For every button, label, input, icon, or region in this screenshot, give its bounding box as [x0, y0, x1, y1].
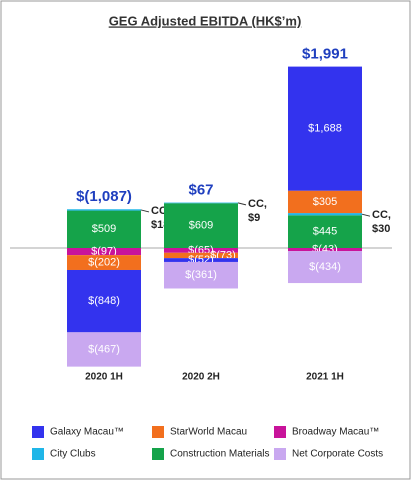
data-label: CC, $9	[248, 198, 267, 224]
data-label: $(361)	[185, 269, 217, 281]
legend-swatch	[32, 426, 44, 438]
bar-segment	[164, 252, 238, 259]
legend-swatch	[32, 448, 44, 460]
legend-label: Broadway Macau™	[292, 427, 379, 438]
bar-segment	[288, 215, 362, 248]
data-label: $509	[92, 223, 116, 235]
data-label: $(202)	[88, 256, 120, 268]
data-label: CC, $30	[372, 209, 391, 235]
leader-line	[140, 209, 150, 213]
data-label: $1,688	[308, 123, 342, 135]
data-label: $445	[313, 226, 337, 238]
legend-swatch	[152, 448, 164, 460]
bar-segment	[67, 332, 141, 367]
bar-segment	[288, 190, 362, 214]
data-label: $305	[313, 196, 337, 208]
bar-segment	[288, 213, 362, 216]
total-label: $1,991	[302, 46, 348, 63]
data-label: $(97)	[91, 245, 117, 257]
bar-segment	[164, 202, 238, 204]
x-tick-label: 2021 1H	[306, 372, 344, 383]
bar-segment	[67, 209, 141, 211]
legend-swatch	[274, 448, 286, 460]
total-label: $67	[188, 182, 213, 199]
legend-label: City Clubs	[50, 449, 96, 460]
bar-segment	[164, 203, 238, 248]
data-label: $(467)	[88, 343, 120, 355]
legend-label: Construction Materials	[170, 449, 269, 460]
legend-swatch	[274, 426, 286, 438]
chart-title: GEG Adjusted EBITDA (HK$’m)	[109, 13, 302, 28]
bar-segment	[67, 248, 141, 256]
total-label: $(1,087)	[76, 188, 132, 205]
x-tick-label: 2020 1H	[85, 372, 123, 383]
bar-segment	[67, 269, 141, 333]
bar-segment	[67, 210, 141, 248]
legend-label: Galaxy Macau™	[50, 427, 124, 438]
legend-label: StarWorld Macau	[170, 427, 247, 438]
data-label: $(848)	[88, 295, 120, 307]
bar-segment	[164, 248, 238, 253]
data-label: $(65)	[188, 244, 214, 256]
legend-swatch	[152, 426, 164, 438]
data-label: $(434)	[309, 261, 341, 273]
bar-segment	[288, 248, 362, 252]
legend-label: Net Corporate Costs	[292, 449, 383, 460]
bar-segment	[288, 66, 362, 191]
data-label: $609	[189, 220, 213, 232]
bar-segment	[288, 251, 362, 284]
leader-line	[237, 202, 247, 206]
bar-segment	[67, 255, 141, 270]
leader-line	[361, 213, 371, 217]
bar-segment	[164, 261, 238, 289]
bar-segment	[164, 258, 238, 262]
x-tick-label: 2020 2H	[182, 372, 220, 383]
